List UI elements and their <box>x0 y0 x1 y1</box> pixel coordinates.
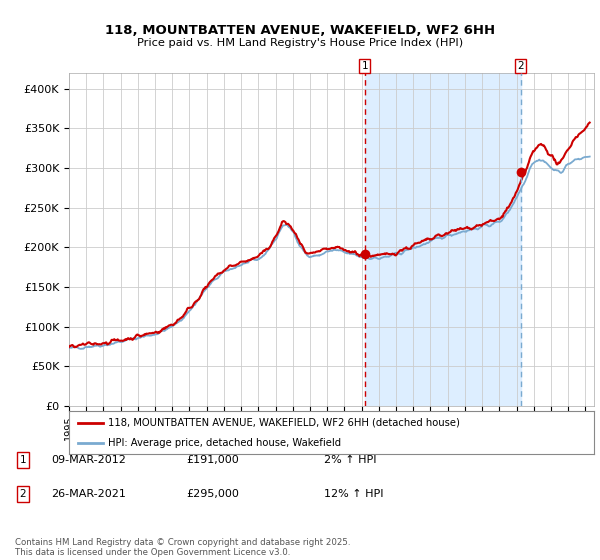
Text: £295,000: £295,000 <box>186 489 239 499</box>
Text: 2: 2 <box>19 489 26 499</box>
Text: 2% ↑ HPI: 2% ↑ HPI <box>324 455 377 465</box>
Text: 118, MOUNTBATTEN AVENUE, WAKEFIELD, WF2 6HH: 118, MOUNTBATTEN AVENUE, WAKEFIELD, WF2 … <box>105 24 495 36</box>
Text: 09-MAR-2012: 09-MAR-2012 <box>51 455 126 465</box>
Text: 118, MOUNTBATTEN AVENUE, WAKEFIELD, WF2 6HH (detached house): 118, MOUNTBATTEN AVENUE, WAKEFIELD, WF2 … <box>109 418 460 428</box>
Text: 12% ↑ HPI: 12% ↑ HPI <box>324 489 383 499</box>
Text: 2: 2 <box>517 61 524 71</box>
Text: Price paid vs. HM Land Registry's House Price Index (HPI): Price paid vs. HM Land Registry's House … <box>137 38 463 48</box>
Text: 1: 1 <box>362 61 368 71</box>
Text: HPI: Average price, detached house, Wakefield: HPI: Average price, detached house, Wake… <box>109 437 341 447</box>
Text: 26-MAR-2021: 26-MAR-2021 <box>51 489 126 499</box>
Text: £191,000: £191,000 <box>186 455 239 465</box>
Text: Contains HM Land Registry data © Crown copyright and database right 2025.
This d: Contains HM Land Registry data © Crown c… <box>15 538 350 557</box>
Text: 1: 1 <box>19 455 26 465</box>
Bar <box>365 73 521 406</box>
